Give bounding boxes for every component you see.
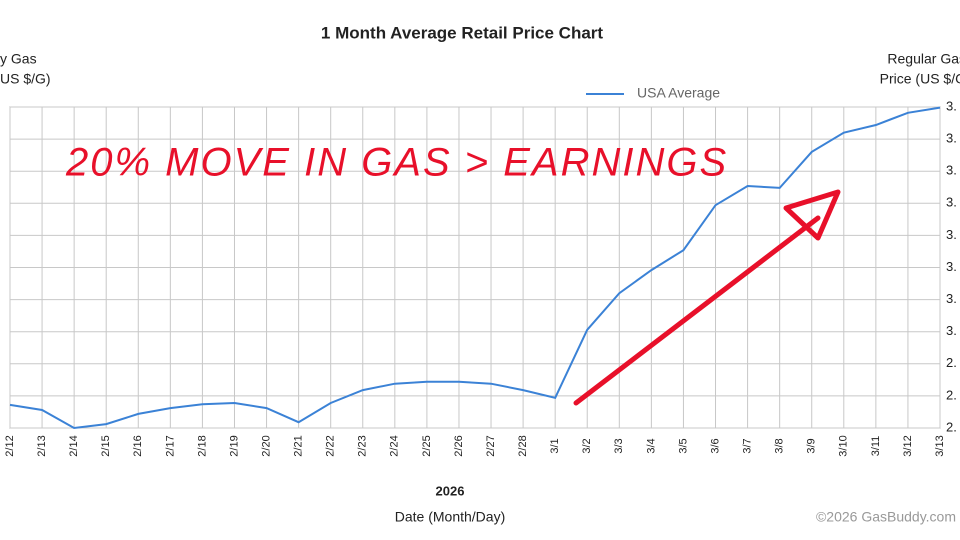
y-tick-label: 3. — [946, 163, 957, 178]
x-tick-label: 2/24 — [389, 435, 401, 456]
y-tick-label: 3. — [946, 195, 957, 210]
y-tick-label: 2. — [946, 355, 957, 370]
x-tick-label: 2/19 — [228, 435, 240, 456]
x-tick-label: 3/7 — [741, 438, 753, 453]
y-tick-label: 3. — [946, 259, 957, 274]
y-label: y Gas — [0, 51, 37, 67]
series-line — [9, 106, 941, 430]
x-tick-label: 2/16 — [132, 435, 144, 456]
x-tick-label: 3/8 — [774, 438, 786, 453]
annotation: 20% MOVE IN GAS > EARNINGS — [65, 141, 728, 185]
chart-title: 1 Month Average Retail Price Chart — [321, 23, 603, 42]
arrow-head — [783, 189, 841, 241]
x-tick-label: 2/12 — [4, 435, 16, 456]
x-tick-label: 3/2 — [581, 438, 593, 453]
annotation-arrow — [573, 189, 841, 406]
x-group-label: 2026 — [436, 483, 465, 498]
y-tick-label: 3. — [946, 323, 957, 338]
legend-label: USA Average — [637, 85, 720, 101]
y2-label: Regular Gas — [887, 51, 960, 67]
x-tick-label: 2/22 — [325, 435, 337, 456]
arrow-shaft — [573, 215, 821, 406]
y-label: US $/G) — [0, 71, 51, 87]
y-tick-label: 3. — [946, 98, 957, 113]
x-tick-label: 2/23 — [357, 435, 369, 456]
plot: 2. 2. 2. 3. 3. 3. 3. 3. 3. 3. 3. 2/12 2/13 2/14 2/15 2/… — [4, 85, 957, 457]
x-tick-label: 2/17 — [164, 435, 176, 456]
x-tick-label: 2/28 — [517, 435, 529, 456]
x-tick-label: 3/5 — [677, 438, 689, 453]
x-tick-label: 3/12 — [902, 435, 914, 456]
x-tick-label: 2/14 — [68, 435, 80, 456]
x-tick-label: 2/20 — [260, 435, 272, 456]
x-tick-label: 2/27 — [485, 435, 497, 456]
y2-label: Price (US $/G — [880, 71, 960, 87]
credit: ©2026 GasBuddy.com — [816, 509, 956, 525]
y-tick-label: 2. — [946, 387, 957, 402]
x-tick-label: 3/1 — [549, 438, 561, 453]
y-tick-label: 2. — [946, 419, 957, 434]
x-tick-label: 2/13 — [36, 435, 48, 456]
y-tick-label: 3. — [946, 131, 957, 146]
y-tick-label: 3. — [946, 291, 957, 306]
y-tick-label: 3. — [946, 227, 957, 242]
x-tick-label: 3/9 — [806, 438, 818, 453]
x-tick-label: 3/13 — [934, 435, 946, 456]
x-tick-label: 2/18 — [196, 435, 208, 456]
x-tick-label: 3/10 — [838, 435, 850, 456]
x-tick-label: 3/11 — [870, 436, 882, 457]
x-tick-label: 3/3 — [613, 438, 625, 453]
x-tick-label: 3/6 — [709, 438, 721, 453]
x-label: Date (Month/Day) — [395, 509, 505, 525]
x-tick-label: 2/26 — [453, 435, 465, 456]
x-tick-label: 3/4 — [645, 438, 657, 453]
x-tick-label: 2/21 — [293, 435, 305, 456]
x-tick-label: 2/25 — [421, 435, 433, 456]
x-tick-label: 2/15 — [100, 435, 112, 456]
